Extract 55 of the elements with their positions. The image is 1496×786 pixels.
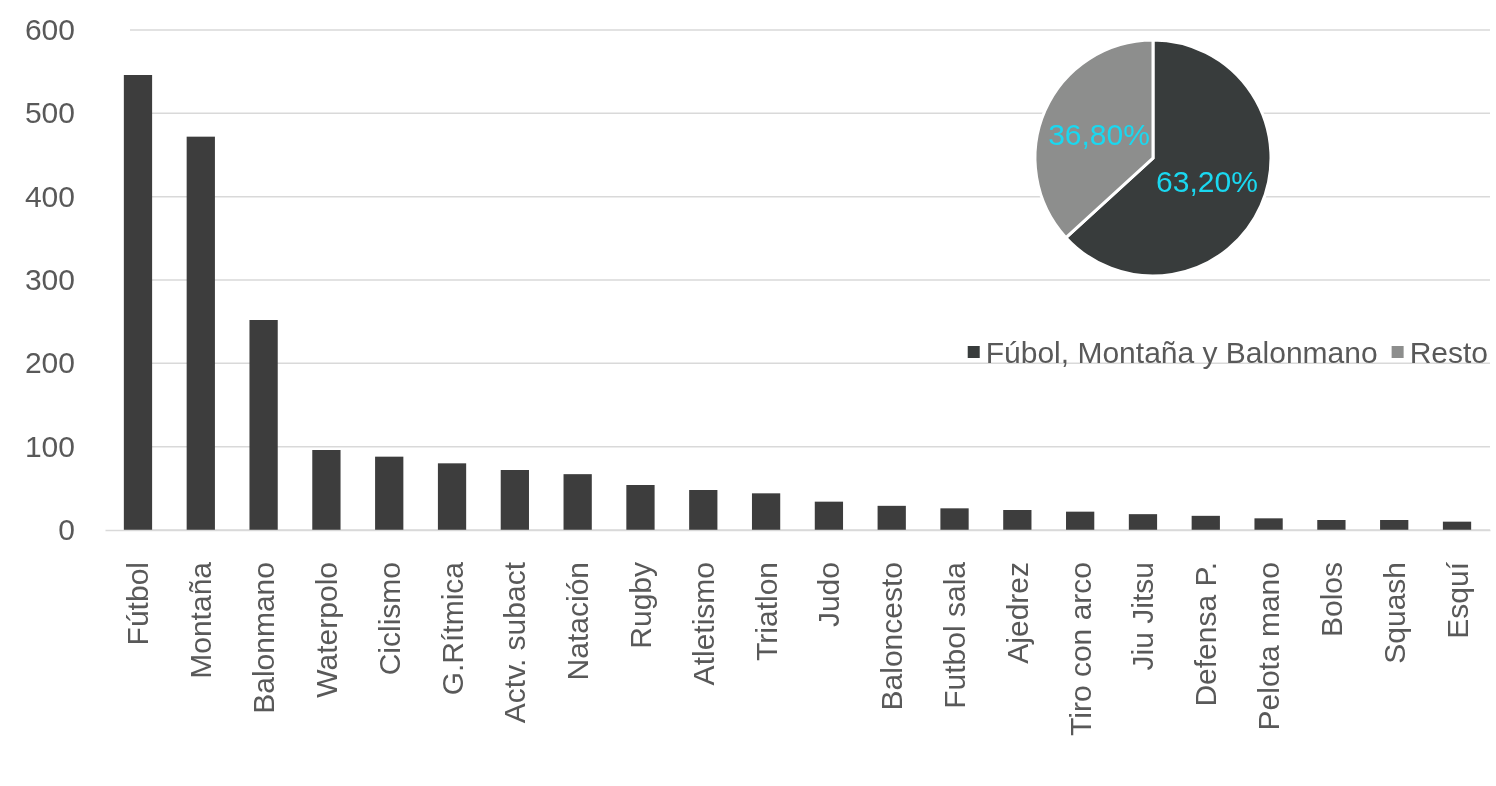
x-tick-label: Ciclismo	[372, 562, 406, 676]
bar	[751, 493, 781, 530]
bar	[1066, 511, 1095, 530]
bar	[940, 508, 969, 530]
bar	[500, 470, 529, 530]
y-tick-label: 600	[24, 13, 75, 47]
bar	[1003, 510, 1032, 530]
bar	[1191, 515, 1220, 530]
x-tick-label: Actv. subact	[498, 561, 532, 724]
legend-label: Resto	[1409, 335, 1488, 369]
x-tick-label: Ajedrez	[1000, 562, 1034, 664]
bar	[626, 485, 655, 530]
x-tick-label: Bolos	[1314, 562, 1348, 638]
y-tick-label: 100	[24, 429, 75, 463]
x-tick-label: Triatlon	[749, 562, 783, 661]
x-tick-label: G.Rítmica	[435, 561, 469, 696]
y-tick-label: 200	[24, 346, 75, 380]
bar	[123, 75, 153, 530]
bar	[437, 463, 467, 530]
bar	[1128, 514, 1158, 530]
bar	[1442, 521, 1472, 530]
bar	[249, 320, 278, 530]
x-tick-label: Rugby	[623, 562, 657, 649]
bar	[312, 450, 341, 530]
x-tick-label: Pelota mano	[1252, 562, 1286, 731]
bar	[1380, 520, 1409, 530]
bar	[186, 136, 215, 530]
data-label: 63,20%	[1156, 165, 1258, 199]
x-tick-label: Esquí	[1440, 561, 1474, 639]
y-tick-label: 300	[24, 263, 75, 297]
x-tick-label: Tiro con arco	[1063, 562, 1097, 736]
x-tick-label: Waterpolo	[309, 562, 343, 698]
bar	[877, 505, 906, 530]
x-tick-label: Jiu Jitsu	[1126, 562, 1160, 671]
x-tick-label: Defensa P.	[1189, 562, 1223, 707]
x-tick-label: Futbol sala	[938, 561, 972, 709]
bar	[1254, 518, 1283, 530]
y-tick-label: 400	[24, 179, 75, 213]
legend-label: Fúbol, Montaña y Balonmano	[985, 335, 1378, 369]
bar	[689, 490, 718, 530]
bar	[1317, 520, 1346, 530]
x-tick-label: Squash	[1377, 562, 1411, 664]
x-tick-label: Fútbol	[121, 562, 155, 646]
x-tick-label: Baloncesto	[875, 562, 909, 711]
y-tick-label: 500	[24, 96, 75, 130]
x-tick-label: Balonmano	[247, 562, 281, 714]
bar	[563, 474, 592, 530]
bar	[814, 501, 844, 530]
y-tick-label: 0	[58, 513, 75, 547]
bar	[375, 456, 404, 530]
data-label: 36,80%	[1048, 117, 1150, 151]
x-tick-label: Judo	[812, 562, 846, 628]
x-tick-label: Montaña	[184, 561, 218, 679]
x-tick-label: Natación	[561, 562, 595, 681]
x-tick-label: Atletismo	[686, 562, 720, 686]
